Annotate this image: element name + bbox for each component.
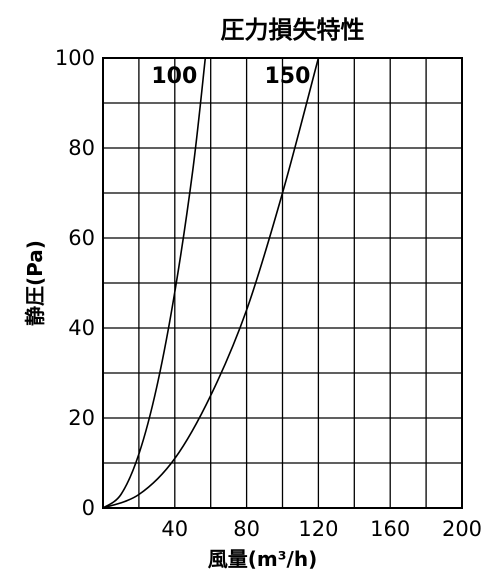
y-tick-label: 40 <box>68 316 95 340</box>
series-line-150 <box>102 57 320 509</box>
series-label-150: 150 <box>264 64 310 89</box>
series-layer: 100 150 <box>102 57 320 509</box>
x-tick-label: 40 <box>161 517 188 541</box>
y-tick-label: 60 <box>68 226 95 250</box>
chart-title: 圧力損失特性 <box>221 16 365 44</box>
y-axis-label: 静圧(Pa) <box>23 240 47 326</box>
series-label-100: 100 <box>151 64 197 89</box>
x-tick-label: 120 <box>298 517 338 541</box>
grid <box>103 58 462 508</box>
x-axis-label: 風量(m³/h) <box>208 547 317 571</box>
y-tick-label: 100 <box>55 46 95 70</box>
series-line-100 <box>102 57 207 509</box>
y-tick-label: 20 <box>68 406 95 430</box>
y-tick-label: 0 <box>82 496 95 520</box>
x-tick-label: 80 <box>233 517 260 541</box>
y-tick-label: 80 <box>68 136 95 160</box>
x-tick-labels: 40 80 120 160 200 <box>161 517 482 541</box>
y-tick-labels: 0 20 40 60 80 100 <box>55 46 95 520</box>
plot-frame <box>102 57 463 509</box>
x-tick-label: 200 <box>442 517 482 541</box>
x-tick-label: 160 <box>370 517 410 541</box>
